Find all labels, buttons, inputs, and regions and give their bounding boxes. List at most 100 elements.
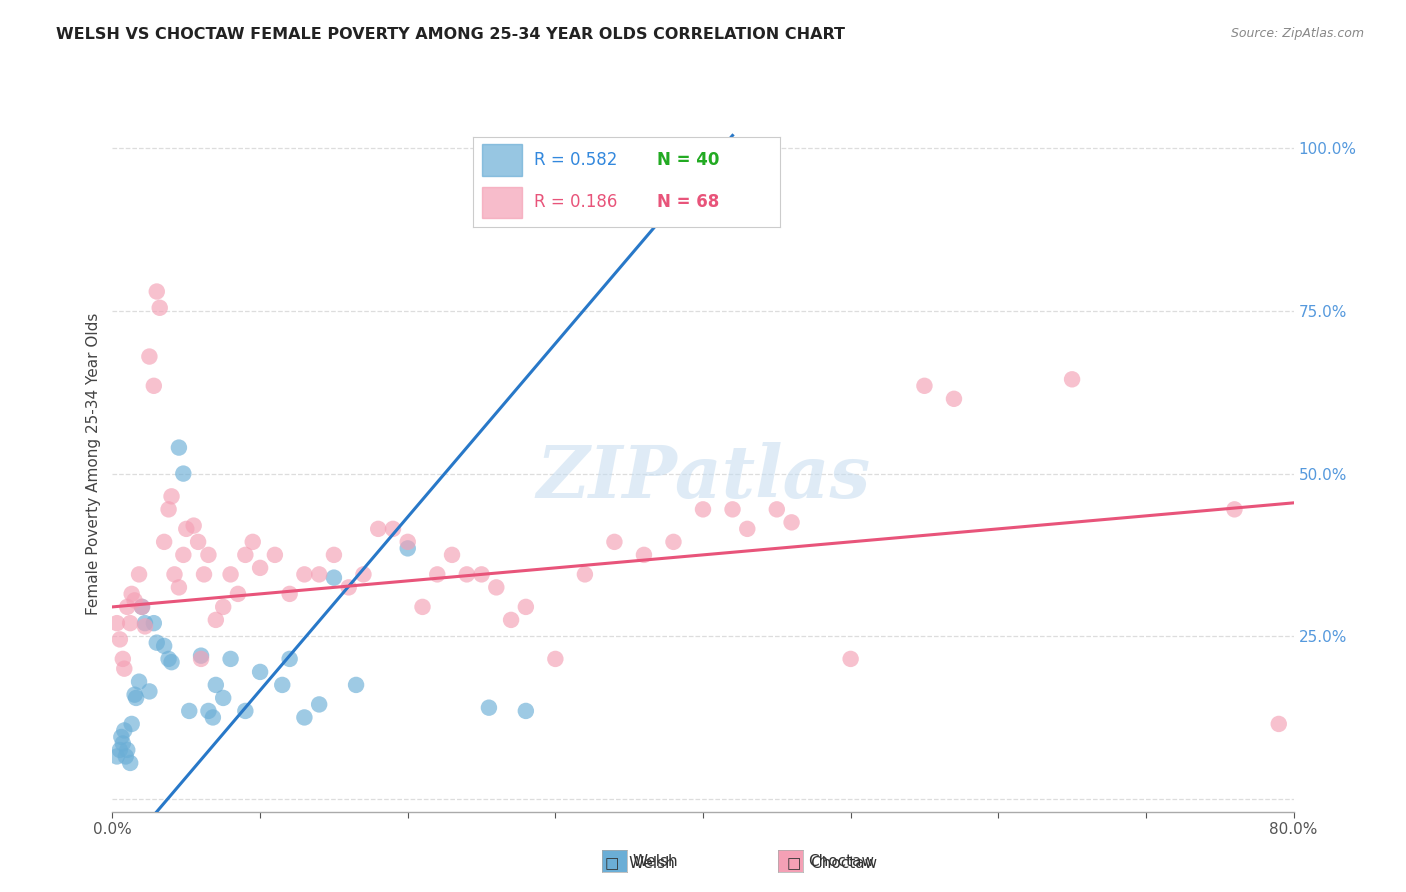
Point bbox=[1062, 372, 1084, 386]
Point bbox=[197, 704, 219, 718]
Point bbox=[766, 502, 789, 516]
Point bbox=[121, 717, 143, 731]
Point bbox=[278, 652, 301, 666]
Point bbox=[183, 518, 205, 533]
Point bbox=[721, 502, 744, 516]
Point bbox=[112, 662, 135, 676]
Point bbox=[478, 700, 501, 714]
Point bbox=[111, 736, 134, 750]
Point bbox=[193, 567, 215, 582]
Point bbox=[117, 743, 138, 757]
Point bbox=[167, 441, 190, 455]
Point bbox=[157, 652, 180, 666]
Point bbox=[142, 616, 165, 631]
Point bbox=[337, 581, 360, 595]
Point bbox=[323, 571, 346, 585]
Point bbox=[485, 581, 508, 595]
Point bbox=[149, 301, 172, 315]
Text: □  Choctaw: □ Choctaw bbox=[787, 855, 877, 870]
Point bbox=[1268, 717, 1291, 731]
Point bbox=[142, 379, 165, 393]
Y-axis label: Female Poverty Among 25-34 Year Olds: Female Poverty Among 25-34 Year Olds bbox=[86, 313, 101, 615]
Text: R = 0.186: R = 0.186 bbox=[534, 194, 617, 211]
Point bbox=[134, 619, 156, 633]
Point bbox=[167, 581, 190, 595]
Point bbox=[308, 698, 330, 712]
Point bbox=[138, 684, 160, 698]
Point bbox=[205, 613, 228, 627]
Point bbox=[219, 652, 242, 666]
Point bbox=[212, 599, 235, 614]
Point bbox=[396, 534, 419, 549]
Point bbox=[470, 567, 494, 582]
Point bbox=[172, 467, 194, 481]
Point bbox=[138, 350, 160, 364]
Point bbox=[128, 674, 150, 689]
Point bbox=[201, 710, 224, 724]
Point bbox=[396, 541, 419, 556]
Point bbox=[205, 678, 228, 692]
Point bbox=[662, 534, 685, 549]
Point bbox=[105, 749, 128, 764]
Point bbox=[344, 678, 367, 692]
Point bbox=[308, 567, 330, 582]
Point bbox=[125, 690, 148, 705]
Text: N = 40: N = 40 bbox=[657, 151, 720, 169]
Point bbox=[124, 688, 146, 702]
Point bbox=[249, 561, 271, 575]
Point bbox=[242, 534, 264, 549]
Point bbox=[112, 723, 135, 738]
Point bbox=[120, 616, 142, 631]
Point bbox=[226, 587, 249, 601]
Text: WELSH VS CHOCTAW FEMALE POVERTY AMONG 25-34 YEAR OLDS CORRELATION CHART: WELSH VS CHOCTAW FEMALE POVERTY AMONG 25… bbox=[56, 27, 845, 42]
Point bbox=[515, 704, 537, 718]
Point bbox=[264, 548, 287, 562]
Point bbox=[411, 599, 433, 614]
Point bbox=[323, 548, 346, 562]
Point bbox=[128, 567, 150, 582]
Point bbox=[190, 648, 212, 663]
Point bbox=[117, 599, 138, 614]
Point bbox=[271, 678, 294, 692]
Point bbox=[179, 704, 201, 718]
Point bbox=[456, 567, 478, 582]
Point bbox=[501, 613, 523, 627]
Point bbox=[190, 652, 212, 666]
Point bbox=[426, 567, 449, 582]
Bar bbox=[482, 145, 522, 176]
Text: R = 0.582: R = 0.582 bbox=[534, 151, 617, 169]
Point bbox=[160, 655, 183, 669]
Point bbox=[292, 710, 315, 724]
Point bbox=[574, 567, 596, 582]
Point bbox=[441, 548, 464, 562]
Point bbox=[124, 593, 146, 607]
Point bbox=[737, 522, 759, 536]
Point bbox=[160, 489, 183, 503]
Text: Source: ZipAtlas.com: Source: ZipAtlas.com bbox=[1230, 27, 1364, 40]
Point bbox=[174, 522, 197, 536]
Point bbox=[367, 522, 389, 536]
Point bbox=[153, 534, 176, 549]
Text: □  Welsh: □ Welsh bbox=[605, 855, 675, 870]
Point bbox=[633, 548, 655, 562]
Bar bbox=[482, 186, 522, 219]
Point bbox=[110, 730, 132, 744]
Point bbox=[131, 599, 153, 614]
Point bbox=[692, 502, 714, 516]
Text: N = 68: N = 68 bbox=[657, 194, 720, 211]
Point bbox=[515, 599, 537, 614]
Point bbox=[780, 516, 803, 530]
Text: Welsh: Welsh bbox=[633, 855, 678, 869]
Text: Choctaw: Choctaw bbox=[808, 855, 875, 869]
Point bbox=[157, 502, 180, 516]
Point bbox=[108, 632, 131, 647]
Point bbox=[153, 639, 176, 653]
Point bbox=[249, 665, 271, 679]
Point bbox=[233, 704, 256, 718]
Point bbox=[603, 534, 626, 549]
Point bbox=[146, 635, 169, 649]
Point bbox=[114, 749, 136, 764]
Point bbox=[187, 534, 209, 549]
Point bbox=[292, 567, 315, 582]
Point bbox=[914, 379, 936, 393]
